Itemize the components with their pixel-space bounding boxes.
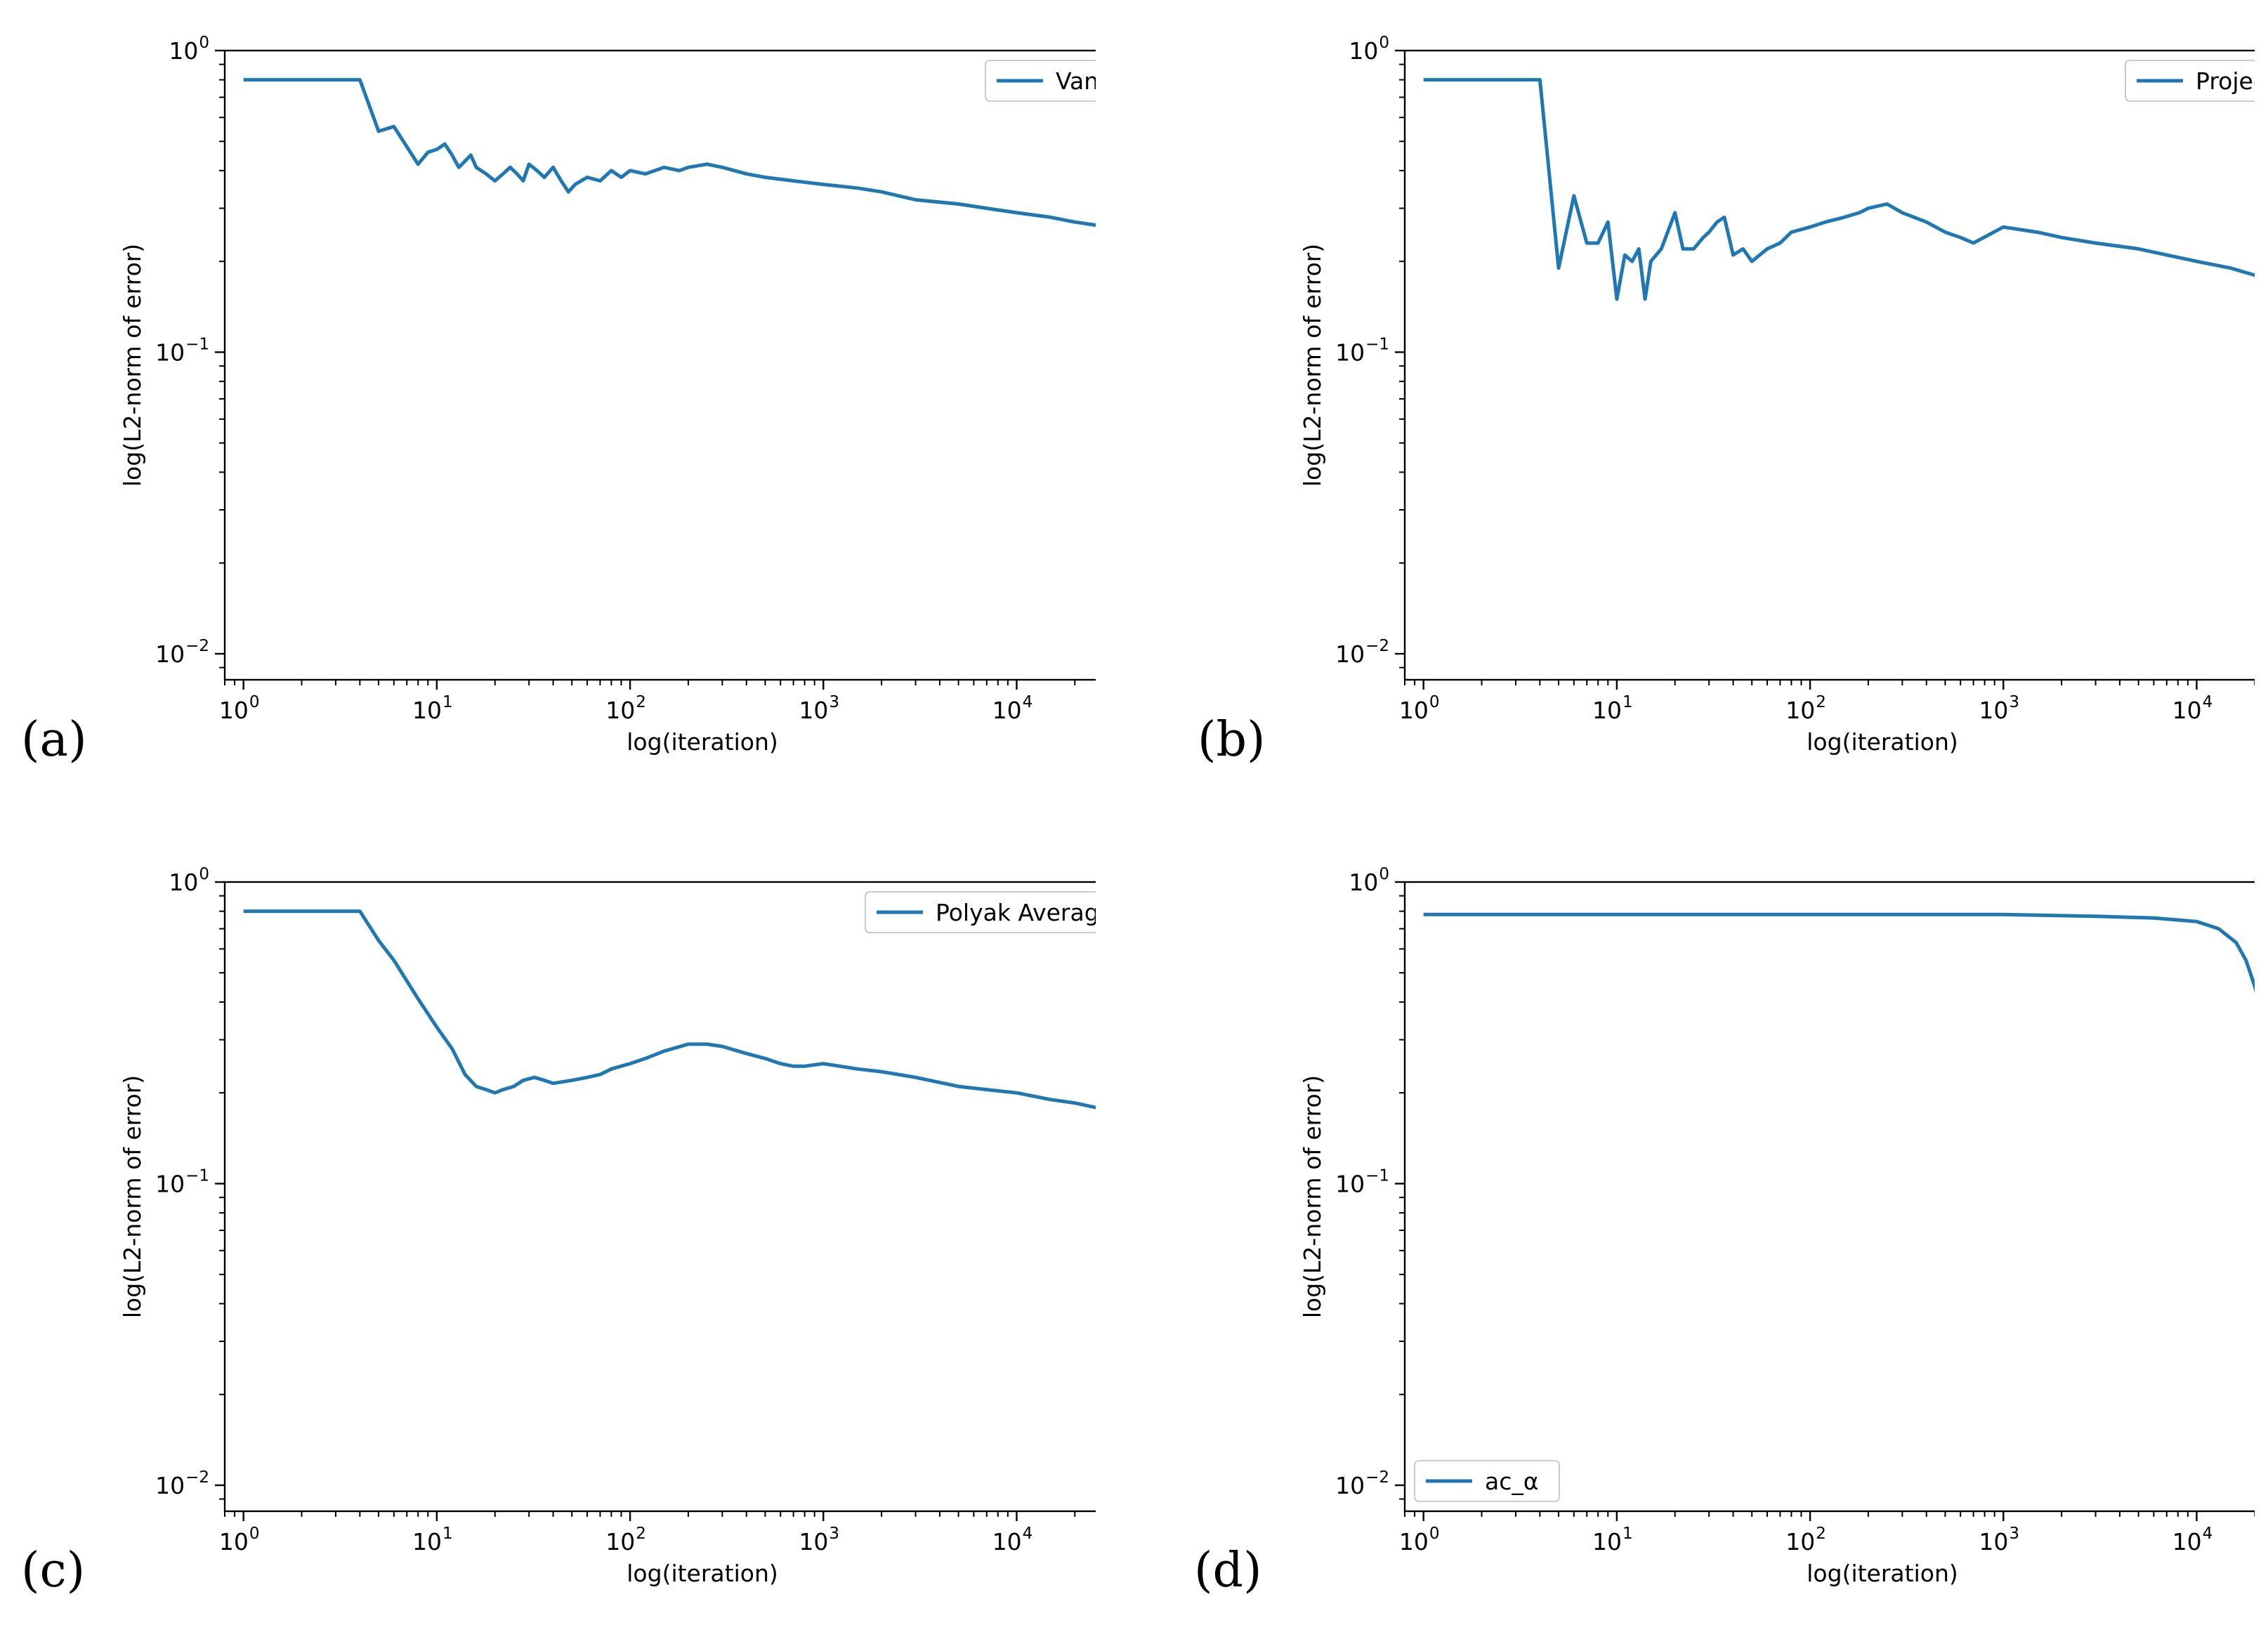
chart-d-x-tick-label: 100 bbox=[1399, 1525, 1440, 1555]
chart-a-x-tick-label: 102 bbox=[605, 693, 646, 724]
chart-b-legend-label: Projection bbox=[2196, 67, 2255, 95]
panel-label-a: (a) bbox=[21, 712, 87, 768]
chart-b-legend-box bbox=[2125, 60, 2255, 102]
chart-b-x-tick-label: 100 bbox=[1399, 693, 1440, 724]
chart-d-legend-box bbox=[1414, 1460, 1560, 1502]
chart-d-x-tick-label: 104 bbox=[2172, 1525, 2213, 1555]
chart-c-legend-box bbox=[865, 891, 1096, 933]
chart-b-x-tick-label: 101 bbox=[1592, 693, 1633, 724]
chart-b-y-axis-label: log(L2-norm of error) bbox=[1299, 244, 1326, 487]
chart-b-x-tick-label: 104 bbox=[2172, 693, 2213, 724]
chart-b-x-tick-label: 102 bbox=[1785, 693, 1826, 724]
chart-b-axes-frame bbox=[1403, 49, 2255, 681]
chart-a-y-tick-label: 10−2 bbox=[155, 637, 209, 668]
chart-d-legend: ac_α bbox=[1414, 1460, 1560, 1502]
panel-label-b: (b) bbox=[1198, 712, 1266, 768]
chart-d-axes-frame bbox=[1403, 881, 2255, 1513]
chart-d-x-axis-label: log(iteration) bbox=[1807, 1560, 1958, 1587]
chart-a-x-tick-label: 100 bbox=[219, 693, 260, 724]
chart-a-y-tick-label: 10−1 bbox=[155, 335, 209, 366]
chart-b-legend: Projection bbox=[2125, 60, 2255, 102]
chart-b-y-tick-label: 100 bbox=[1349, 34, 1389, 65]
chart-c-x-tick-label: 101 bbox=[412, 1525, 453, 1555]
chart-c-legend: Polyak Averaging bbox=[865, 891, 1096, 933]
chart-c-x-tick-label: 100 bbox=[219, 1525, 260, 1555]
chart-a-y-tick-label: 100 bbox=[169, 34, 209, 65]
chart-b-y-tick-label: 10−2 bbox=[1335, 637, 1389, 668]
chart-c-x-tick-label: 104 bbox=[992, 1525, 1033, 1555]
chart-a-series-line-0 bbox=[243, 78, 1096, 228]
chart-b-y-tick-label: 10−1 bbox=[1335, 335, 1389, 366]
chart-b-series-line-0 bbox=[1423, 78, 2255, 301]
chart-b-x-axis-label: log(iteration) bbox=[1807, 728, 1958, 756]
chart-c-y-axis-label: log(L2-norm of error) bbox=[119, 1075, 146, 1318]
chart-c-x-tick-label: 103 bbox=[799, 1525, 839, 1555]
chart-a-axes-frame bbox=[223, 49, 1096, 681]
chart-d-y-tick-label: 100 bbox=[1349, 865, 1389, 896]
chart-a-x-tick-label: 101 bbox=[412, 693, 453, 724]
chart-c-y-tick-label: 10−1 bbox=[155, 1166, 209, 1197]
chart-a-x-axis-label: log(iteration) bbox=[627, 728, 778, 756]
chart-a: 100 101 102 103 104 100 10−1 10−2 log(iteration)… bbox=[119, 34, 1096, 756]
chart-c-legend-label: Polyak Averaging bbox=[936, 899, 1096, 926]
chart-a-x-tick-label: 103 bbox=[799, 693, 839, 724]
chart-d-y-axis-label: log(L2-norm of error) bbox=[1299, 1075, 1326, 1318]
chart-b-x-tick-label: 103 bbox=[1979, 693, 2019, 724]
chart-d-legend-label: ac_α bbox=[1485, 1468, 1539, 1495]
chart-b: 100 101 102 103 104 100 10−1 10−2 log(iteration)… bbox=[1299, 34, 2255, 756]
chart-c-x-tick-label: 102 bbox=[605, 1525, 646, 1555]
chart-c-y-tick-label: 10−2 bbox=[155, 1468, 209, 1499]
chart-d-y-tick-label: 10−2 bbox=[1335, 1468, 1389, 1499]
chart-d: 100 101 102 103 104 100 10−1 10−2 log(iteration)… bbox=[1299, 865, 2255, 1587]
panel-label-d: (d) bbox=[1194, 1543, 1262, 1598]
chart-c-x-axis-label: log(iteration) bbox=[627, 1560, 778, 1587]
chart-c-series-line-0 bbox=[243, 909, 1096, 1110]
chart-a-y-axis-label: log(L2-norm of error) bbox=[119, 244, 146, 487]
chart-d-x-tick-label: 101 bbox=[1592, 1525, 1633, 1555]
chart-d-x-tick-label: 102 bbox=[1785, 1525, 1826, 1555]
chart-a-legend-label: Vanilla bbox=[1056, 67, 1096, 95]
chart-d-x-tick-label: 103 bbox=[1979, 1525, 2019, 1555]
chart-d-y-tick-label: 10−1 bbox=[1335, 1166, 1389, 1197]
chart-c-axes-frame bbox=[223, 881, 1096, 1513]
panel-label-c: (c) bbox=[21, 1543, 86, 1598]
chart-a-x-tick-label: 104 bbox=[992, 693, 1033, 724]
chart-c-y-tick-label: 100 bbox=[169, 865, 209, 896]
chart-a-legend: Vanilla bbox=[985, 60, 1096, 102]
chart-c: 100 101 102 103 104 100 10−1 10−2 log(iteration)… bbox=[119, 865, 1096, 1587]
chart-d-series-line-0 bbox=[1423, 912, 2255, 994]
